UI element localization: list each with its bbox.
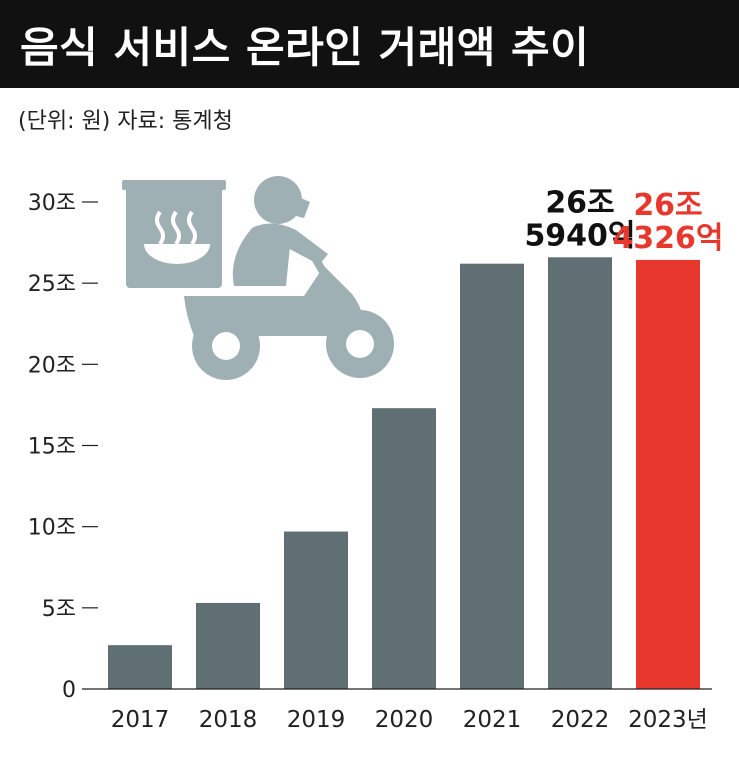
data-label-line2: 5940억 (524, 218, 635, 253)
bar-2018 (196, 602, 260, 689)
y-tick-label: 25조 (28, 272, 76, 297)
bar-2021 (460, 263, 524, 689)
y-tick-label: 20조 (28, 353, 76, 378)
bar-2020 (372, 408, 436, 689)
x-tick-label: 2022 (551, 707, 610, 733)
bar-2019 (284, 531, 348, 689)
y-tick-label: 5조 (42, 597, 76, 622)
x-tick-label: 2017 (111, 707, 170, 733)
x-tick-label: 2018 (199, 707, 258, 733)
bars-group (108, 257, 700, 689)
y-tick-label: 0 (62, 678, 76, 703)
x-tick-label: 2023년 (628, 707, 708, 733)
title-bar: 음식 서비스 온라인 거래액 추이 (0, 0, 739, 88)
x-tick-label: 2021 (463, 707, 522, 733)
bar-2022 (548, 257, 612, 689)
y-tick-label: 15조 (28, 435, 76, 460)
y-tick-label: 30조 (28, 191, 76, 216)
chart-title: 음식 서비스 온라인 거래액 추이 (20, 23, 590, 72)
y-axis: 0 5조 10조 15조 20조 25조 30조 (28, 191, 98, 703)
x-axis: 2017 2018 2019 2020 2021 2022 2023년 (111, 707, 708, 733)
data-label-line1: 26조 (633, 188, 702, 223)
unit-source-note: (단위: 원) 자료: 통계청 (18, 109, 233, 134)
x-tick-label: 2019 (287, 707, 346, 733)
bar-2017 (108, 645, 172, 689)
data-label-line2: 4326억 (612, 221, 723, 256)
bar-2023년 (636, 259, 700, 689)
x-tick-label: 2020 (375, 707, 434, 733)
y-tick-label: 10조 (28, 516, 76, 541)
data-label-line1: 26조 (545, 185, 614, 220)
delivery-scooter-icon (122, 176, 394, 380)
